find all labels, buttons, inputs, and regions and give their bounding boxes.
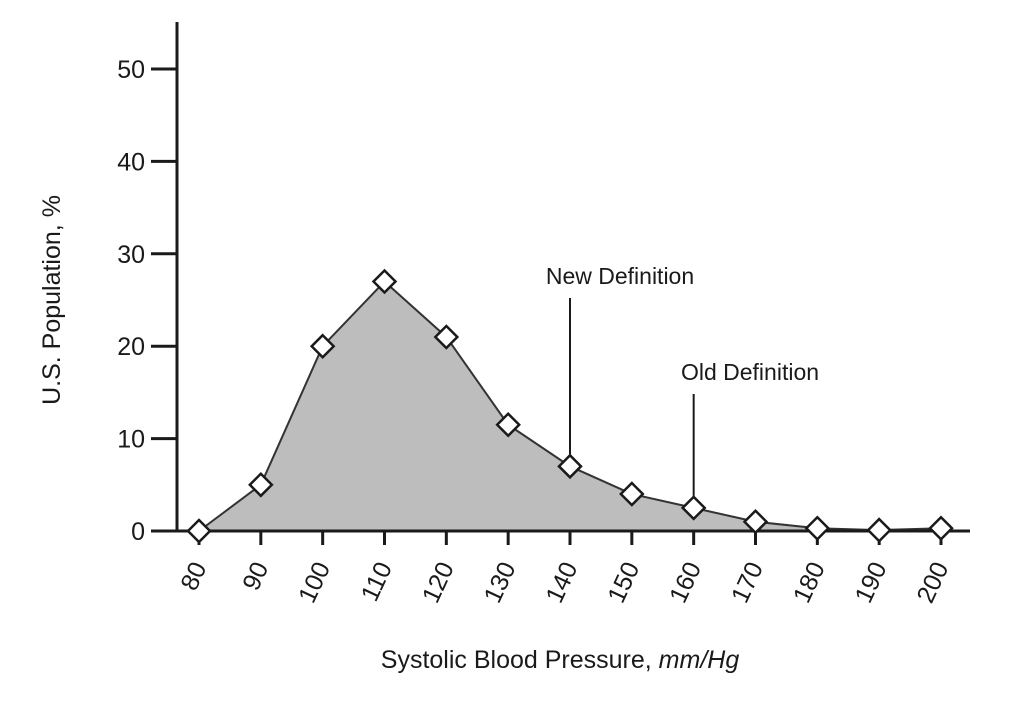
x-tick-label: 80	[175, 558, 212, 595]
y-tick-label: 50	[117, 56, 145, 84]
markers	[186, 268, 954, 544]
annotation-label: New Definition	[546, 263, 694, 289]
data-point-marker	[742, 508, 769, 535]
y-tick-label: 20	[117, 333, 145, 361]
data-point-marker	[557, 453, 583, 480]
x-axis-title-main: Systolic Blood Pressure,	[381, 646, 659, 674]
annotation-label: Old Definition	[681, 359, 819, 385]
data-point-marker	[619, 481, 645, 507]
x-tick-label: 180	[788, 558, 831, 608]
x-ticks: 80 90 100 110 120 130 140 150 160 170 180 190 200	[175, 531, 954, 607]
y-axis-title: U.S. Population, %	[38, 195, 66, 405]
y-tick-label: 30	[117, 241, 145, 269]
data-point-marker	[186, 518, 212, 544]
data-point-marker	[804, 515, 831, 541]
data-point-marker	[248, 472, 274, 498]
x-tick-label: 90	[237, 558, 274, 595]
x-tick-label: 140	[540, 558, 583, 608]
x-tick-label: 120	[417, 558, 460, 608]
data-point-marker	[309, 333, 336, 359]
data-point-marker	[928, 515, 954, 541]
x-tick-label: 100	[293, 558, 336, 608]
data-point-marker	[371, 268, 398, 295]
data-point-marker	[433, 324, 460, 350]
x-axis-title: Systolic Blood Pressure, mm/Hg	[381, 646, 740, 674]
x-tick-label: 130	[479, 558, 522, 608]
data-point-marker	[866, 517, 892, 543]
x-tick-label: 110	[356, 558, 398, 606]
x-tick-label: 170	[726, 558, 769, 608]
x-tick-label: 200	[911, 558, 954, 608]
x-tick-label: 190	[850, 558, 893, 608]
y-tick-label: 0	[131, 518, 145, 546]
x-axis-title-units: mm/Hg	[659, 646, 740, 674]
data-point-marker	[495, 411, 521, 438]
annotations: New Definition Old Definition	[546, 263, 819, 496]
x-tick-label: 160	[664, 558, 707, 608]
data-point-marker	[680, 495, 707, 521]
x-tick-label: 150	[602, 558, 645, 608]
y-ticks: 0 10 20 30 40 50	[117, 56, 177, 546]
y-tick-label: 10	[117, 426, 145, 454]
y-tick-label: 40	[117, 148, 145, 176]
